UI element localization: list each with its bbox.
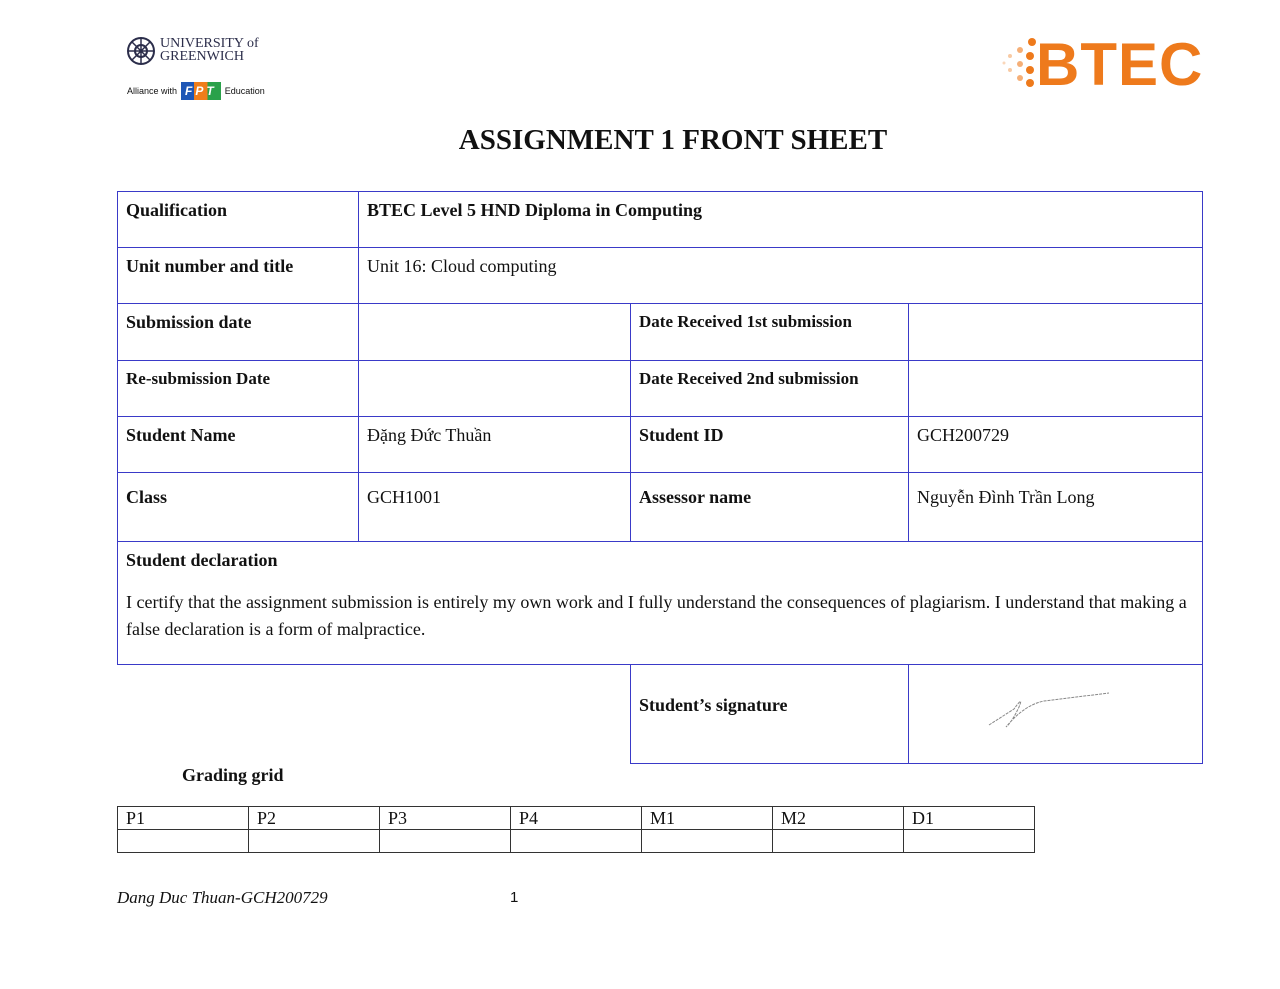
student-id-value: GCH200729 (908, 416, 1203, 473)
assessor-value: Nguyễn Đình Trần Long (908, 472, 1203, 542)
footer-author: Dang Duc Thuan-GCH200729 (117, 888, 328, 907)
grade-header-m1: M1 (641, 806, 773, 830)
compass-icon (127, 37, 155, 65)
student-name-label: Student Name (117, 416, 359, 473)
grade-header-p2: P2 (248, 806, 380, 830)
student-id-label: Student ID (630, 416, 909, 473)
page-title: ASSIGNMENT 1 FRONT SHEET (458, 124, 888, 156)
fpt-alliance-logo: Alliance with FPT Education (127, 82, 265, 100)
received-1-label: Date Received 1st submission (630, 303, 909, 361)
unit-value: Unit 16: Cloud computing (358, 247, 1203, 304)
grade-cell-p4 (510, 829, 642, 853)
grade-header-d1: D1 (903, 806, 1035, 830)
signature-label: Student’s signature (630, 664, 909, 764)
signature-box (908, 664, 1203, 764)
declaration-title: Student declaration (126, 550, 278, 570)
received-2-label: Date Received 2nd submission (630, 360, 909, 417)
assessor-label: Assessor name (630, 472, 909, 542)
grade-cell-p2 (248, 829, 380, 853)
grade-cell-p1 (117, 829, 249, 853)
submission-date-value (358, 303, 631, 361)
qualification-label: Qualification (117, 191, 359, 248)
grade-header-p1: P1 (117, 806, 249, 830)
declaration-text: I certify that the assignment submission… (126, 592, 1187, 639)
student-name-value: Đặng Đức Thuần (358, 416, 631, 473)
received-2-value (908, 360, 1203, 417)
signature-image (988, 692, 1110, 728)
grade-cell-m1 (641, 829, 773, 853)
resubmission-value (358, 360, 631, 417)
resubmission-label: Re-submission Date (117, 360, 359, 417)
grade-cell-d1 (903, 829, 1035, 853)
grade-cell-m2 (772, 829, 904, 853)
unit-label: Unit number and title (117, 247, 359, 304)
class-value: GCH1001 (358, 472, 631, 542)
grading-grid-title: Grading grid (182, 765, 284, 785)
class-label: Class (117, 472, 359, 542)
qualification-value: BTEC Level 5 HND Diploma in Computing (358, 191, 1203, 248)
grade-header-p3: P3 (379, 806, 511, 830)
submission-date-label: Submission date (117, 303, 359, 361)
dots-icon (1002, 38, 1036, 87)
grade-header-p4: P4 (510, 806, 642, 830)
declaration-box: Student declaration I certify that the a… (117, 541, 1203, 665)
page-number: 1 (510, 889, 519, 906)
grade-cell-p3 (379, 829, 511, 853)
greenwich-logo: UNIVERSITY of GREENWICH (126, 36, 259, 71)
received-1-value (908, 303, 1203, 361)
grade-header-m2: M2 (772, 806, 904, 830)
btec-logo: BTEC (1000, 31, 1202, 101)
